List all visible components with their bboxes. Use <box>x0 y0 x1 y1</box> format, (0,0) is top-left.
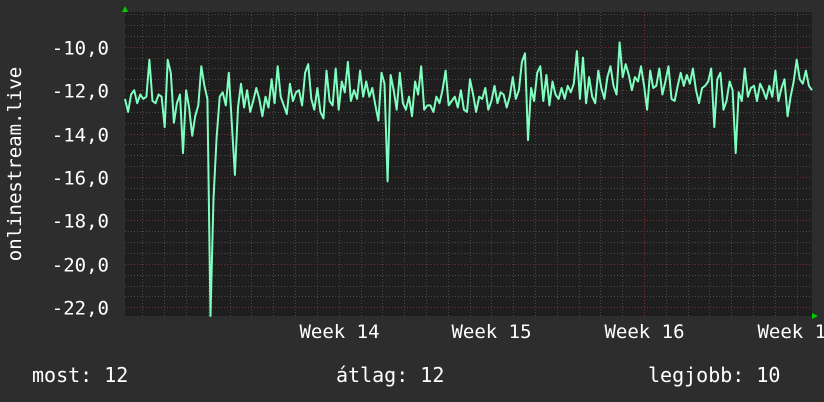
grid-lines <box>125 12 812 316</box>
y-tick-label: -14,0 <box>52 125 109 147</box>
plot-area <box>125 12 812 316</box>
y-tick-label: -16,0 <box>52 168 109 190</box>
series-line <box>124 41 813 317</box>
x-tick-label: Week 17 <box>757 321 824 343</box>
x-axis-arrow-icon <box>812 313 818 319</box>
y-axis-arrow-icon <box>122 6 128 12</box>
x-tick-label: Week 15 <box>451 321 531 343</box>
average-value: átlag: 12 <box>336 363 445 387</box>
current-value: most: 12 <box>32 363 129 387</box>
y-tick-labels: -10,0 -12,0 -14,0 -16,0 -18,0 -20,0 -22,0 <box>52 38 109 320</box>
y-tick-label: -20,0 <box>52 255 109 277</box>
y-tick-label: -10,0 <box>52 38 109 60</box>
x-tick-label: Week 14 <box>299 321 379 343</box>
y-tick-label: -22,0 <box>52 298 109 320</box>
y-axis-label: onlinestream.live <box>4 67 26 261</box>
y-tick-label: -18,0 <box>52 211 109 233</box>
x-tick-label: Week 16 <box>604 321 684 343</box>
y-tick-label: -12,0 <box>52 81 109 103</box>
x-tick-labels: Week 14 Week 15 Week 16 Week 17 <box>299 321 824 343</box>
best-value: legjobb: 10 <box>648 363 781 387</box>
